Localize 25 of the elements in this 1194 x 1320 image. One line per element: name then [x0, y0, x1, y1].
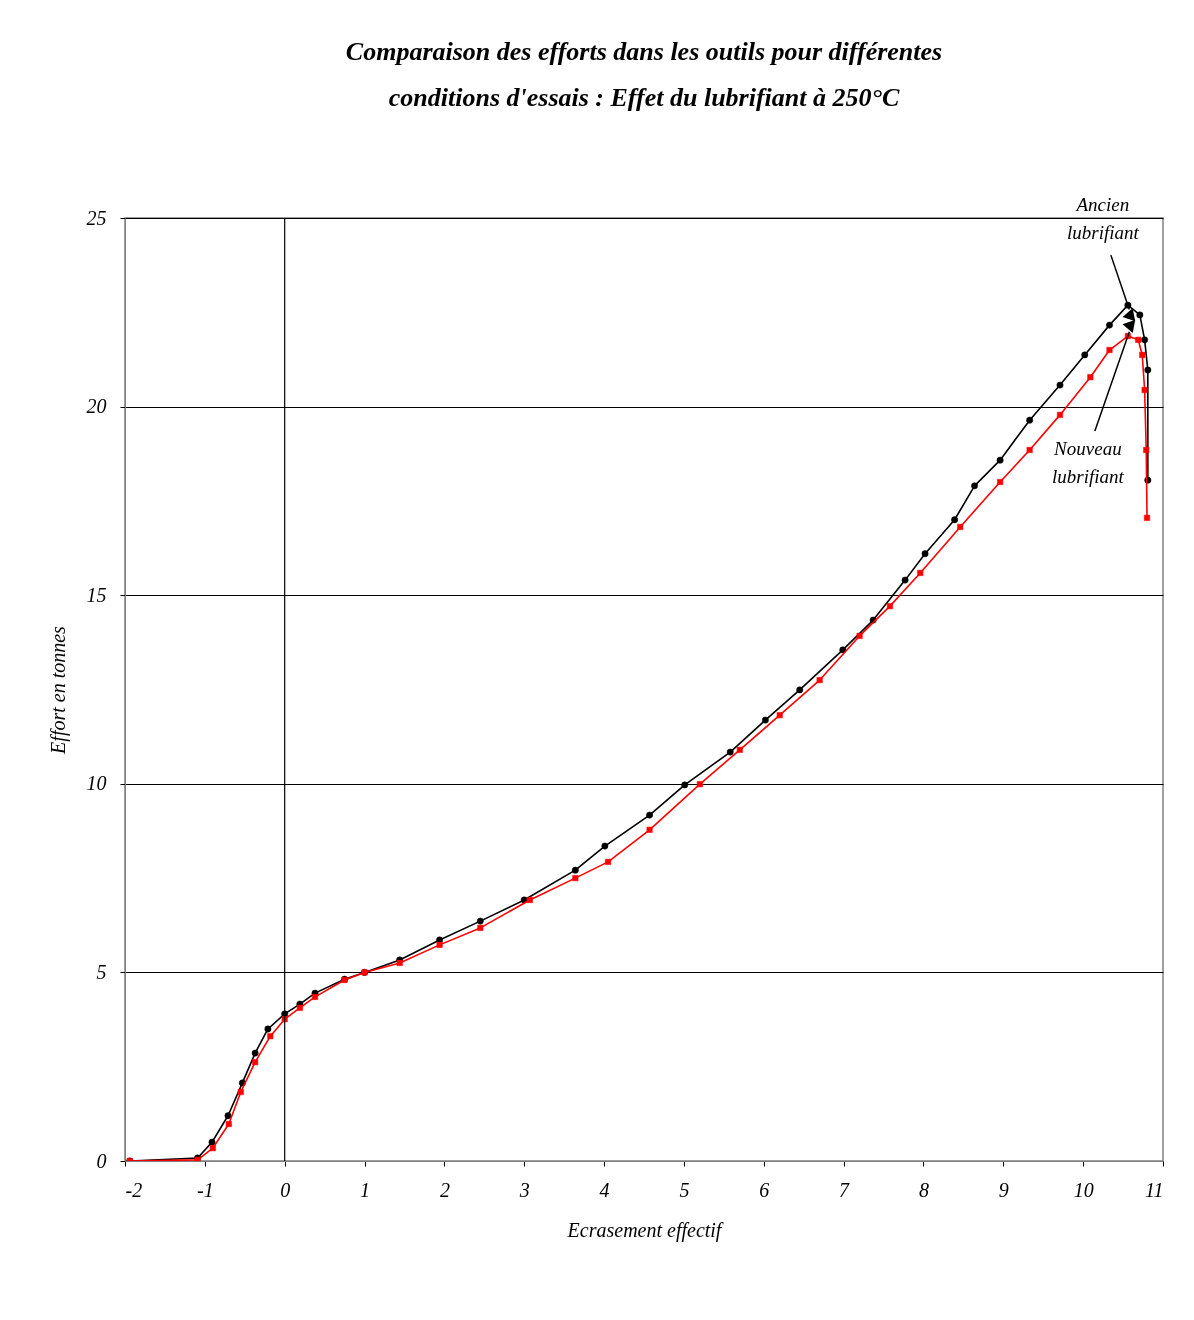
y-tick-label: 0 [96, 1149, 107, 1172]
x-tick-label: 4 [599, 1178, 610, 1201]
y-tick-label: 20 [86, 395, 107, 418]
x-tick-label: 5 [679, 1178, 690, 1201]
y-axis-title: Effort en tonnes [46, 625, 70, 755]
x-axis-title: Ecrasement effectif [566, 1218, 724, 1242]
x-tick-label: 3 [518, 1178, 530, 1201]
x-tick-label: -2 [125, 1178, 143, 1201]
x-tick-label: 1 [360, 1178, 371, 1201]
x-tick-label: 6 [759, 1178, 770, 1201]
y-tick-label: 5 [96, 960, 107, 983]
x-tick-label: 11 [1144, 1178, 1164, 1201]
x-tick-label: 10 [1073, 1178, 1094, 1201]
x-tick-label: 2 [439, 1178, 450, 1201]
x-tick-label: 8 [918, 1178, 929, 1201]
text: Ancien lubrifiant [1066, 194, 1140, 244]
series-label: Nouveau lubrifiant [1051, 438, 1125, 488]
y-tick-label: 10 [86, 772, 107, 795]
y-tick-label: 15 [86, 583, 107, 606]
y-tick-label: 25 [86, 206, 107, 229]
x-tick-label: -1 [197, 1178, 214, 1201]
x-tick-label: 9 [998, 1178, 1009, 1201]
chart-title: Comparaison des efforts dans les outils pour différentes conditions d'essais : Effet du lubrifiant à 250°C [345, 37, 943, 113]
x-tick-label: 7 [839, 1178, 851, 1201]
x-tick-label: 0 [280, 1178, 291, 1201]
